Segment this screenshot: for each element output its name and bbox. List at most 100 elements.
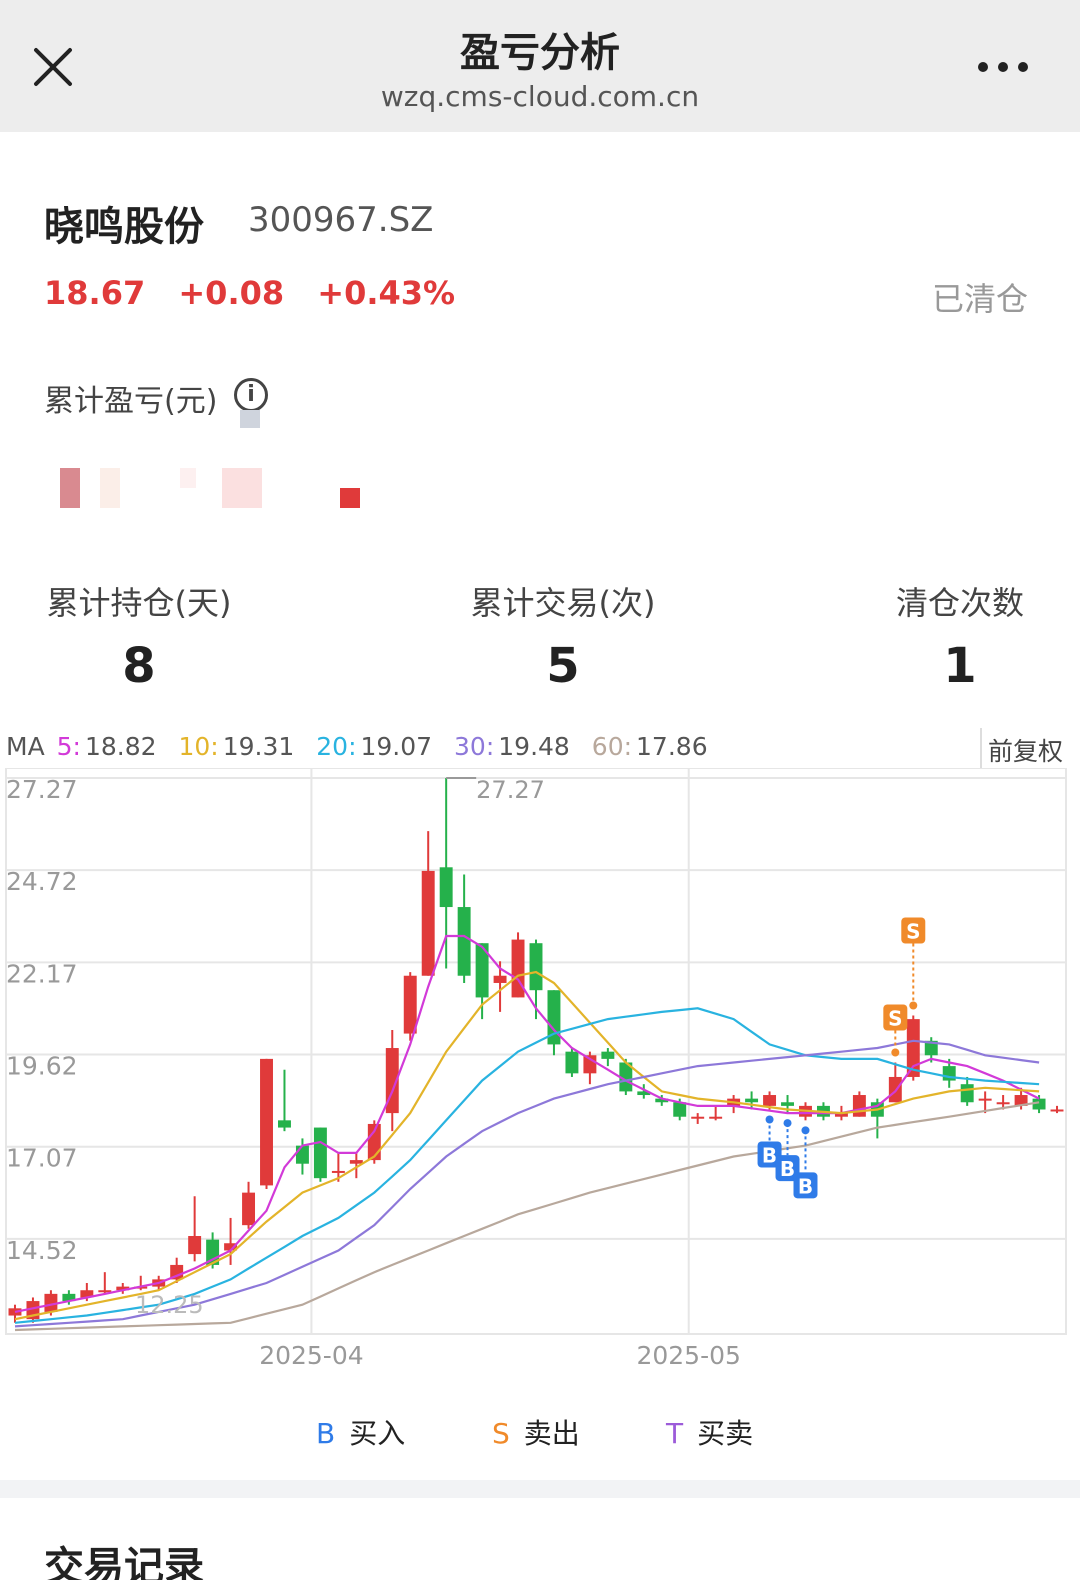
price-adjust-button[interactable]: 前复权 <box>980 728 1080 768</box>
ma-value-5: 18.82 <box>84 732 157 761</box>
more-dot <box>1018 62 1028 72</box>
legend-label-buy: 买入 <box>349 1417 406 1450</box>
candle-body <box>457 907 471 976</box>
stock-change: +0.08 <box>178 274 285 312</box>
buy-marker-label: B <box>780 1157 795 1181</box>
ma-value-30: 19.48 <box>498 732 570 761</box>
info-icon[interactable]: i <box>234 378 268 412</box>
marker-dot <box>891 1048 900 1057</box>
stat-clear-count: 清仓次数 1 <box>892 578 1028 694</box>
sell-marker <box>901 917 926 944</box>
candle-body <box>1014 1095 1028 1106</box>
position-status: 已清仓 <box>931 280 1028 318</box>
candle-body <box>80 1290 94 1298</box>
candle-body <box>763 1095 777 1106</box>
candle-body <box>1032 1098 1046 1110</box>
ma-key-20: 20: <box>316 732 357 761</box>
ma-key-5: 5: <box>56 732 81 761</box>
candle-body <box>547 990 561 1045</box>
buy-marker-label: B <box>762 1143 777 1167</box>
candle-body <box>313 1127 327 1179</box>
candle-body <box>673 1102 687 1117</box>
stock-change-pct: +0.43% <box>317 274 456 312</box>
legend-trade[interactable]: T 买卖 <box>666 1412 753 1452</box>
profit-loss-value-masked <box>100 468 120 508</box>
candle-body <box>655 1098 669 1103</box>
candle-body <box>62 1293 76 1302</box>
y-tick-label: 19.62 <box>6 1052 78 1081</box>
candle-body <box>224 1243 238 1251</box>
stat-value: 1 <box>943 638 977 694</box>
candle-body <box>601 1051 615 1059</box>
candle-body <box>421 870 435 976</box>
buy-marker <box>775 1155 800 1182</box>
candle-body <box>439 867 453 908</box>
candle-body <box>278 1120 291 1128</box>
candle-body <box>403 975 417 1034</box>
legend-sell[interactable]: S 卖出 <box>492 1412 580 1452</box>
candle-body <box>924 1040 938 1056</box>
candle-body <box>493 975 507 983</box>
more-dot <box>998 62 1008 72</box>
candle-body <box>44 1293 58 1312</box>
sell-marker-label: S <box>906 920 920 944</box>
candle-body <box>295 1145 309 1164</box>
more-icon[interactable] <box>978 62 1038 74</box>
stock-code: 300967.SZ <box>248 200 434 240</box>
ma-value-60: 17.86 <box>636 732 708 761</box>
profit-loss-value-masked <box>240 410 260 428</box>
stat-value: 8 <box>122 638 156 694</box>
ma-legend: MA 5: 18.82 10: 19.31 20: 19.07 30: 19.48 60… <box>6 732 712 761</box>
candle-body <box>619 1062 633 1092</box>
buy-marker-label: B <box>798 1174 813 1198</box>
candle-body <box>960 1084 974 1103</box>
ma-key-60: 60: <box>591 732 633 761</box>
ma-key-10: 10: <box>178 732 219 761</box>
stat-label: 累计交易(次) <box>470 584 656 622</box>
page-url: wzq.cms-cloud.com.cn <box>380 80 700 113</box>
x-tick-label: 2025-04 <box>259 1341 363 1368</box>
analysis-card: 晓鸣股份 300967.SZ 18.67 +0.08 +0.43% 已清仓 累计… <box>0 132 1080 1480</box>
candle-body <box>709 1116 723 1119</box>
legend-key-sell: S <box>492 1417 510 1450</box>
candle-body <box>529 943 543 991</box>
max-price-label: 27.27 <box>476 776 545 804</box>
profit-loss-value-masked <box>340 488 360 508</box>
stat-label: 清仓次数 <box>895 584 1024 622</box>
legend-key-trade: T <box>666 1417 684 1450</box>
candle-body <box>906 1019 920 1077</box>
ma-value-20: 19.07 <box>360 732 433 761</box>
ma-line-ma30 <box>14 1039 1040 1328</box>
page-title: 盈亏分析 <box>460 30 620 76</box>
profit-loss-label: 累计盈亏(元) <box>44 384 218 419</box>
profit-loss-value-masked <box>60 468 80 508</box>
legend-buy[interactable]: B 买入 <box>316 1412 405 1452</box>
x-tick-label: 2025-05 <box>636 1341 740 1368</box>
ma-line-ma20 <box>14 1007 1040 1324</box>
ma-line-ma5 <box>14 934 1040 1313</box>
candle-body <box>116 1286 130 1291</box>
candle-body <box>242 1192 256 1226</box>
candle-body <box>1050 1109 1064 1112</box>
candle-body <box>260 1058 273 1186</box>
candle-body <box>475 943 489 998</box>
kline-chart[interactable]: 27.27 24.72 22.17 19.62 17.07 14.52 2025-04 202… <box>0 768 1080 1368</box>
profit-loss-value-masked <box>180 468 196 488</box>
profit-loss-value-masked <box>222 468 262 508</box>
candle-body <box>565 1051 579 1074</box>
ma-line-ma60 <box>14 1101 1040 1332</box>
price-row: 18.67 +0.08 +0.43% <box>44 274 477 312</box>
chart-frame <box>5 768 1067 1335</box>
candle-body <box>996 1102 1010 1105</box>
candle-body <box>349 1160 363 1164</box>
ma-prefix: MA <box>6 732 45 761</box>
y-tick-label: 27.27 <box>6 775 78 804</box>
stat-trade-count: 累计交易(次) 5 <box>468 578 658 694</box>
candle-body <box>637 1091 651 1096</box>
ma-line-ma10 <box>14 970 1040 1321</box>
trade-records-title: 交易记录 <box>44 1544 204 1580</box>
sell-marker-label: S <box>888 1006 902 1030</box>
candle-body <box>98 1290 112 1293</box>
legend-label-trade: 买卖 <box>697 1417 754 1450</box>
candle-body <box>331 1170 345 1173</box>
